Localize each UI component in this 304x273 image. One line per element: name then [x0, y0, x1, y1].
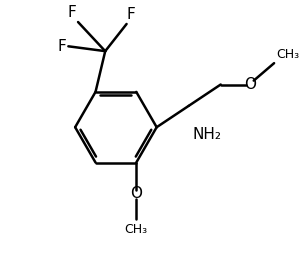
Text: CH₃: CH₃ [276, 48, 299, 61]
Text: F: F [126, 7, 135, 22]
Text: O: O [244, 77, 256, 92]
Text: O: O [130, 186, 142, 201]
Text: CH₃: CH₃ [125, 223, 148, 236]
Text: F: F [58, 39, 66, 54]
Text: NH₂: NH₂ [192, 127, 222, 142]
Text: F: F [67, 5, 76, 20]
